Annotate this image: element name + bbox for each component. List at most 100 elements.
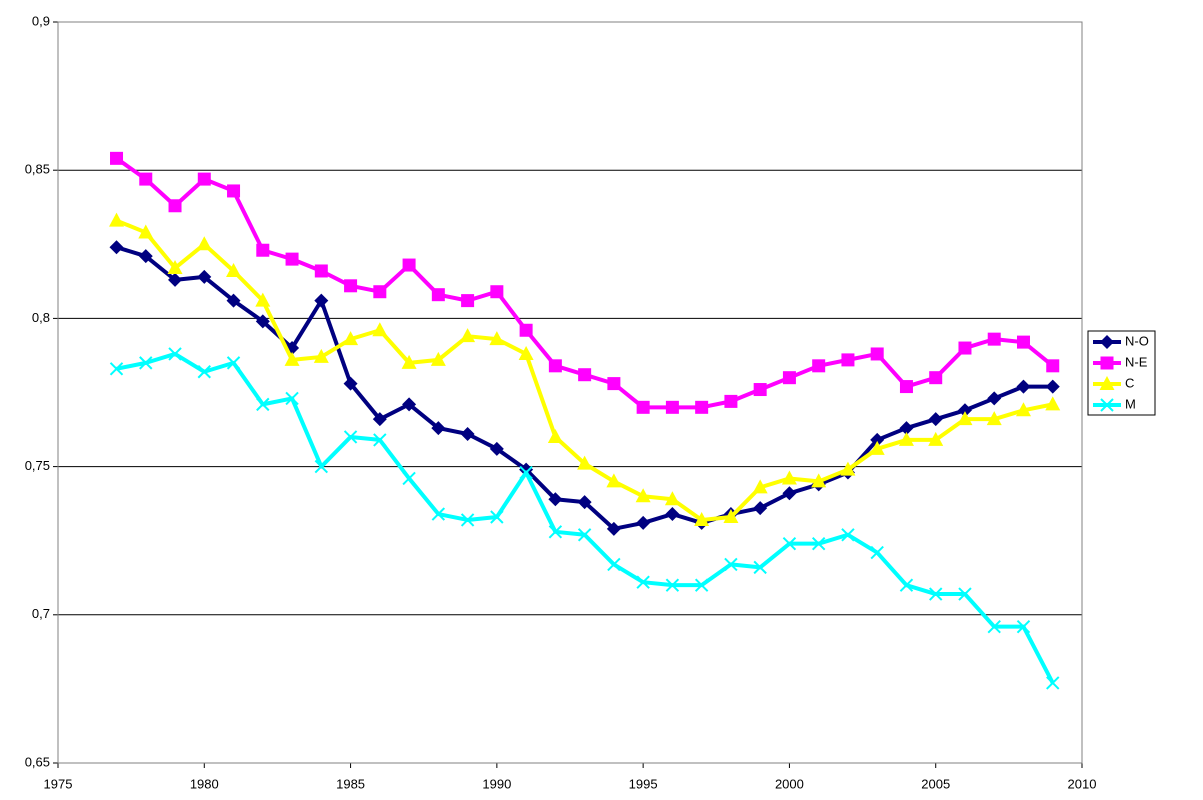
data-point xyxy=(664,491,680,506)
x-tick-label: 2000 xyxy=(775,776,804,791)
data-point xyxy=(1046,676,1060,690)
data-point xyxy=(929,371,943,385)
y-tick-label: 0,85 xyxy=(25,162,50,177)
x-tick-label: 1985 xyxy=(336,776,365,791)
data-point xyxy=(197,269,212,284)
data-point xyxy=(928,431,944,446)
y-tick-label: 0,7 xyxy=(32,606,50,621)
data-point xyxy=(285,391,299,406)
data-point xyxy=(929,587,943,601)
data-point xyxy=(168,199,182,213)
data-point xyxy=(518,345,534,360)
data-point xyxy=(226,293,241,308)
data-point xyxy=(840,461,856,476)
data-point xyxy=(314,264,328,278)
data-point xyxy=(578,368,592,382)
data-point xyxy=(782,486,797,501)
data-point xyxy=(1016,335,1030,349)
data-point xyxy=(373,285,387,299)
data-point xyxy=(958,341,972,355)
data-point xyxy=(987,391,1002,406)
data-point xyxy=(139,172,153,186)
data-point xyxy=(957,411,973,426)
data-point xyxy=(168,347,182,361)
x-tick-label: 1975 xyxy=(44,776,73,791)
data-point xyxy=(869,440,885,455)
data-point xyxy=(1045,396,1061,411)
data-point xyxy=(109,362,124,376)
data-point xyxy=(577,528,592,542)
data-point xyxy=(607,557,621,572)
data-point xyxy=(899,578,914,592)
data-point xyxy=(373,433,387,447)
data-point xyxy=(343,331,359,346)
data-point xyxy=(607,377,621,391)
data-point xyxy=(490,510,504,524)
data-point xyxy=(841,353,855,367)
data-point xyxy=(547,428,563,443)
data-point xyxy=(226,356,241,370)
data-point xyxy=(782,536,797,551)
data-point xyxy=(753,560,767,575)
data-point xyxy=(256,397,270,412)
data-point xyxy=(255,314,270,329)
data-point xyxy=(227,184,241,198)
data-point xyxy=(957,403,972,418)
data-point xyxy=(548,359,562,373)
data-point xyxy=(781,470,797,485)
data-point xyxy=(665,578,680,592)
y-tick-label: 0,75 xyxy=(25,458,50,473)
data-point xyxy=(1015,402,1031,417)
data-point xyxy=(987,619,1001,634)
data-point xyxy=(401,354,417,369)
data-point xyxy=(958,587,972,601)
data-point xyxy=(899,421,914,436)
data-point xyxy=(490,285,504,299)
data-point xyxy=(110,151,124,165)
data-point xyxy=(636,575,650,589)
data-point xyxy=(1016,619,1031,634)
data-point xyxy=(343,376,358,391)
data-point xyxy=(139,356,153,370)
y-tick-label: 0,9 xyxy=(32,13,50,28)
data-point xyxy=(344,279,358,293)
data-point xyxy=(431,288,445,302)
data-point xyxy=(314,459,329,474)
legend-label: N-O xyxy=(1125,333,1149,348)
y-tick-label: 0,65 xyxy=(25,754,50,769)
data-point xyxy=(109,212,125,227)
data-point xyxy=(636,400,650,414)
legend-marker xyxy=(1100,335,1114,349)
data-point xyxy=(870,432,885,447)
data-point xyxy=(460,328,476,343)
data-point xyxy=(109,240,124,255)
data-point xyxy=(811,536,826,551)
data-point xyxy=(723,508,739,523)
data-point xyxy=(284,351,300,366)
data-point xyxy=(1045,379,1060,394)
data-point xyxy=(694,578,709,592)
legend-marker xyxy=(1100,356,1114,370)
data-point xyxy=(343,430,358,444)
data-point xyxy=(402,471,416,486)
data-point xyxy=(986,411,1002,426)
legend-label: N-E xyxy=(1125,354,1148,369)
data-point xyxy=(489,441,504,456)
x-tick-label: 1995 xyxy=(629,776,658,791)
x-tick-label: 2010 xyxy=(1068,776,1097,791)
data-point xyxy=(461,294,475,308)
x-tick-label: 1980 xyxy=(190,776,219,791)
data-point xyxy=(812,359,826,373)
data-point xyxy=(285,252,299,266)
data-point xyxy=(167,260,183,275)
data-point xyxy=(256,243,270,257)
series-line xyxy=(116,351,1055,684)
data-point xyxy=(694,511,710,526)
data-point xyxy=(636,515,651,530)
data-point xyxy=(197,365,211,379)
data-point xyxy=(665,507,680,522)
data-point xyxy=(606,521,621,536)
data-point xyxy=(577,455,593,470)
data-point xyxy=(430,351,446,366)
